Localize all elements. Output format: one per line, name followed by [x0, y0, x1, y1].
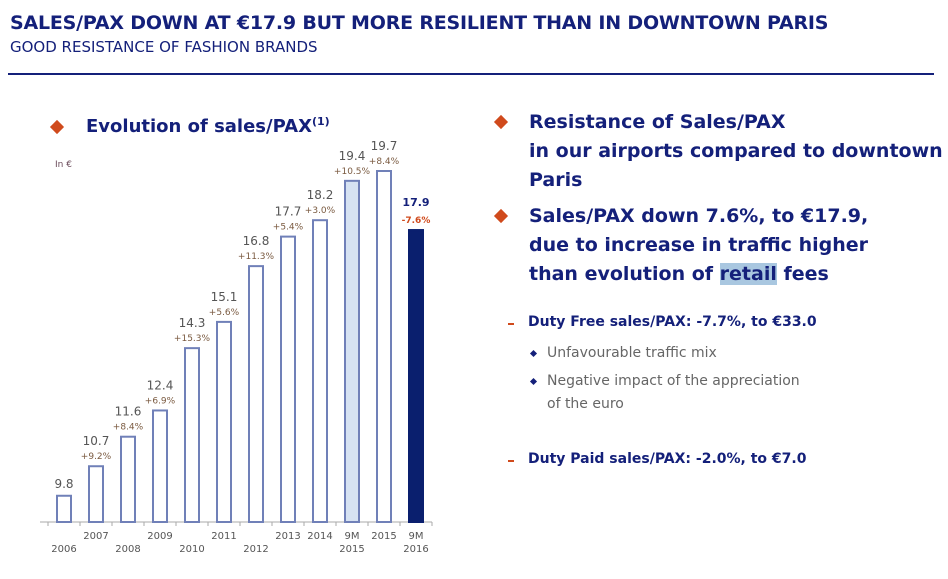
bullet-line: due to increase in traffic higher	[529, 234, 868, 256]
growth-label: +3.0%	[305, 206, 336, 216]
bar-2014	[312, 219, 328, 524]
x-tick-label: 9M	[409, 531, 424, 542]
x-tick-label: 2008	[115, 544, 140, 555]
bullet-line: Paris	[529, 169, 583, 191]
x-tick-label: 2007	[83, 531, 108, 542]
header-divider	[8, 73, 934, 75]
x-tick-label: 2010	[179, 544, 204, 555]
duty-paid-line: Duty Paid sales/PAX: -2.0%, to €7.0	[528, 451, 807, 467]
bullet-sales-down: Sales/PAX down 7.6%, to €17.9, due to in…	[529, 202, 868, 289]
growth-label: +5.6%	[209, 308, 240, 318]
bullet-line: Sales/PAX down 7.6%, to €17.9,	[529, 205, 869, 227]
x-tick-label: 2006	[51, 544, 76, 555]
x-tick-label: 2009	[147, 531, 172, 542]
bar-2007	[88, 465, 104, 523]
x-tick-label: 2015	[339, 544, 364, 555]
value-label: 17.9	[402, 196, 429, 209]
x-tick-label: 2011	[211, 531, 236, 542]
text: fees	[776, 263, 829, 285]
sub-point: Negative impact of the appreciation	[547, 373, 800, 389]
bar-2012	[248, 265, 264, 523]
growth-label: +15.3%	[174, 334, 211, 344]
bullet-resistance: Resistance of Sales/PAX in our airports …	[529, 108, 943, 195]
duty-free-line: Duty Free sales/PAX: -7.7%, to €33.0	[528, 314, 817, 330]
x-tick-label: 9M	[345, 531, 360, 542]
bullet-line: Resistance of Sales/PAX	[529, 111, 786, 133]
bar-9M-2016	[408, 229, 424, 523]
bar-2015	[376, 170, 392, 523]
chart-heading: Evolution of sales/PAX(1)	[86, 115, 330, 137]
value-label: 16.8	[243, 234, 270, 248]
bullet-line: in our airports compared to downtown	[529, 140, 943, 162]
bar-2008	[120, 435, 136, 523]
slide-subtitle: GOOD RESISTANCE OF FASHION BRANDS	[10, 38, 318, 56]
unit-label: In €	[55, 160, 72, 170]
x-tick-label: 2012	[243, 544, 268, 555]
growth-label: +11.3%	[238, 252, 275, 262]
sub-point: of the euro	[547, 396, 624, 412]
footnote-mark: (1)	[311, 115, 330, 128]
bar-2009	[152, 409, 168, 523]
growth-label: +8.4%	[369, 157, 400, 167]
bar-2010	[184, 347, 200, 524]
value-label: 18.2	[307, 188, 334, 202]
sub-point: Unfavourable traffic mix	[547, 345, 717, 361]
value-label: 19.7	[371, 139, 398, 153]
growth-label: +10.5%	[334, 167, 371, 177]
value-label: 10.7	[83, 434, 110, 448]
growth-label: +9.2%	[81, 452, 112, 462]
bar-2011	[216, 320, 232, 523]
x-tick-label: 2015	[371, 531, 396, 542]
value-label: 12.4	[147, 378, 174, 392]
x-tick-label: 2016	[403, 544, 428, 555]
x-tick-label: 2013	[275, 531, 300, 542]
bar-9M-2015	[344, 179, 360, 523]
dash-bullet-icon	[508, 460, 514, 462]
growth-label: +5.4%	[273, 223, 304, 233]
x-tick-label: 2014	[307, 531, 332, 542]
bar-2006	[56, 494, 72, 524]
value-label: 11.6	[115, 405, 142, 419]
slide-title: SALES/PAX DOWN AT €17.9 BUT MORE RESILIE…	[10, 12, 829, 34]
bar-2013	[280, 235, 296, 523]
growth-label: -7.6%	[402, 216, 431, 226]
dash-bullet-icon	[508, 323, 514, 325]
chart-heading-text: Evolution of sales/PAX	[86, 116, 312, 137]
value-label: 15.1	[211, 290, 238, 304]
value-label: 9.8	[54, 477, 73, 491]
value-label: 19.4	[339, 149, 366, 163]
highlighted-word: retail	[719, 263, 777, 285]
value-label: 17.7	[275, 205, 302, 219]
text: than evolution of	[529, 263, 720, 285]
growth-label: +6.9%	[145, 396, 176, 406]
bullet-line: than evolution of retail fees	[529, 260, 868, 289]
growth-label: +8.4%	[113, 423, 144, 433]
value-label: 14.3	[179, 316, 206, 330]
